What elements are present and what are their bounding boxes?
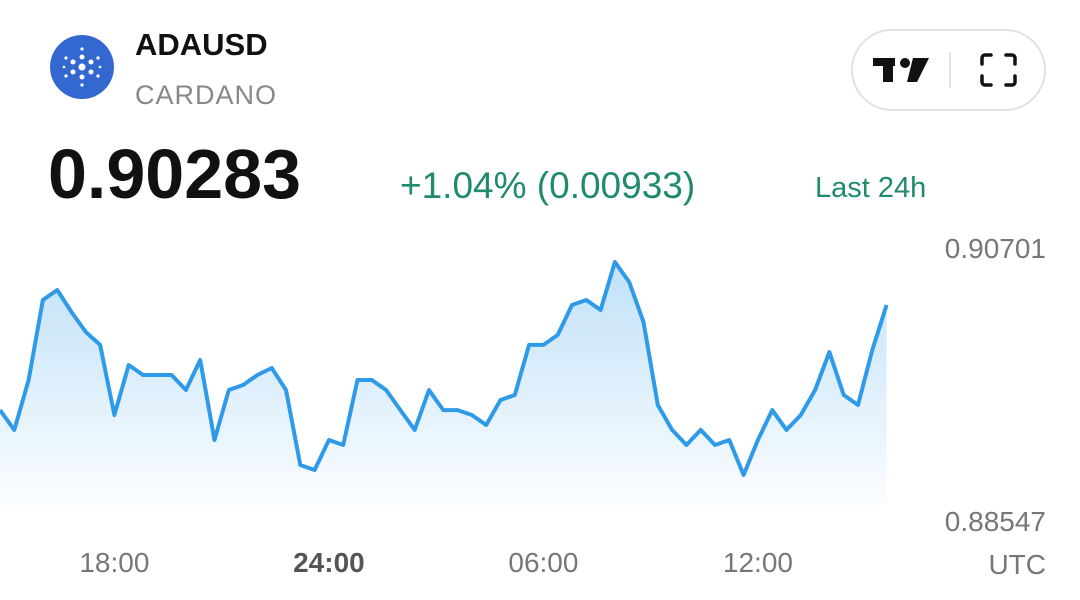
period: Last 24h bbox=[815, 172, 926, 204]
x-tick-label: 12:00 bbox=[723, 547, 793, 578]
price: 0.90283 bbox=[48, 135, 301, 213]
y-tick-label: 0.90701 bbox=[945, 233, 1046, 264]
x-tick-label: 06:00 bbox=[508, 547, 578, 578]
area-fill bbox=[0, 262, 887, 505]
coin-name: CARDANO bbox=[135, 80, 277, 110]
symbol: ADAUSD bbox=[135, 27, 268, 62]
price-line bbox=[0, 260, 889, 477]
y-tick-label: 0.88547 bbox=[945, 506, 1046, 537]
fullscreen-button[interactable] bbox=[980, 53, 1017, 87]
coin-logo bbox=[50, 35, 114, 99]
x-tick-label: 24:00 bbox=[293, 547, 365, 578]
price-change: +1.04% (0.00933) bbox=[400, 165, 695, 206]
tradingview-button[interactable] bbox=[873, 58, 929, 82]
x-unit: UTC bbox=[988, 549, 1046, 580]
toolbar bbox=[851, 29, 1046, 111]
x-tick-label: 18:00 bbox=[79, 547, 149, 578]
